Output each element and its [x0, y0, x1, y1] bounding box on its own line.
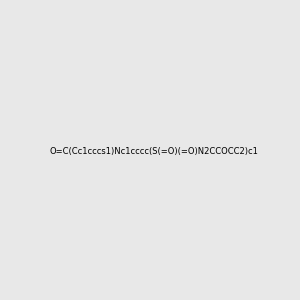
- Text: O=C(Cc1cccs1)Nc1cccc(S(=O)(=O)N2CCOCC2)c1: O=C(Cc1cccs1)Nc1cccc(S(=O)(=O)N2CCOCC2)c…: [49, 147, 258, 156]
